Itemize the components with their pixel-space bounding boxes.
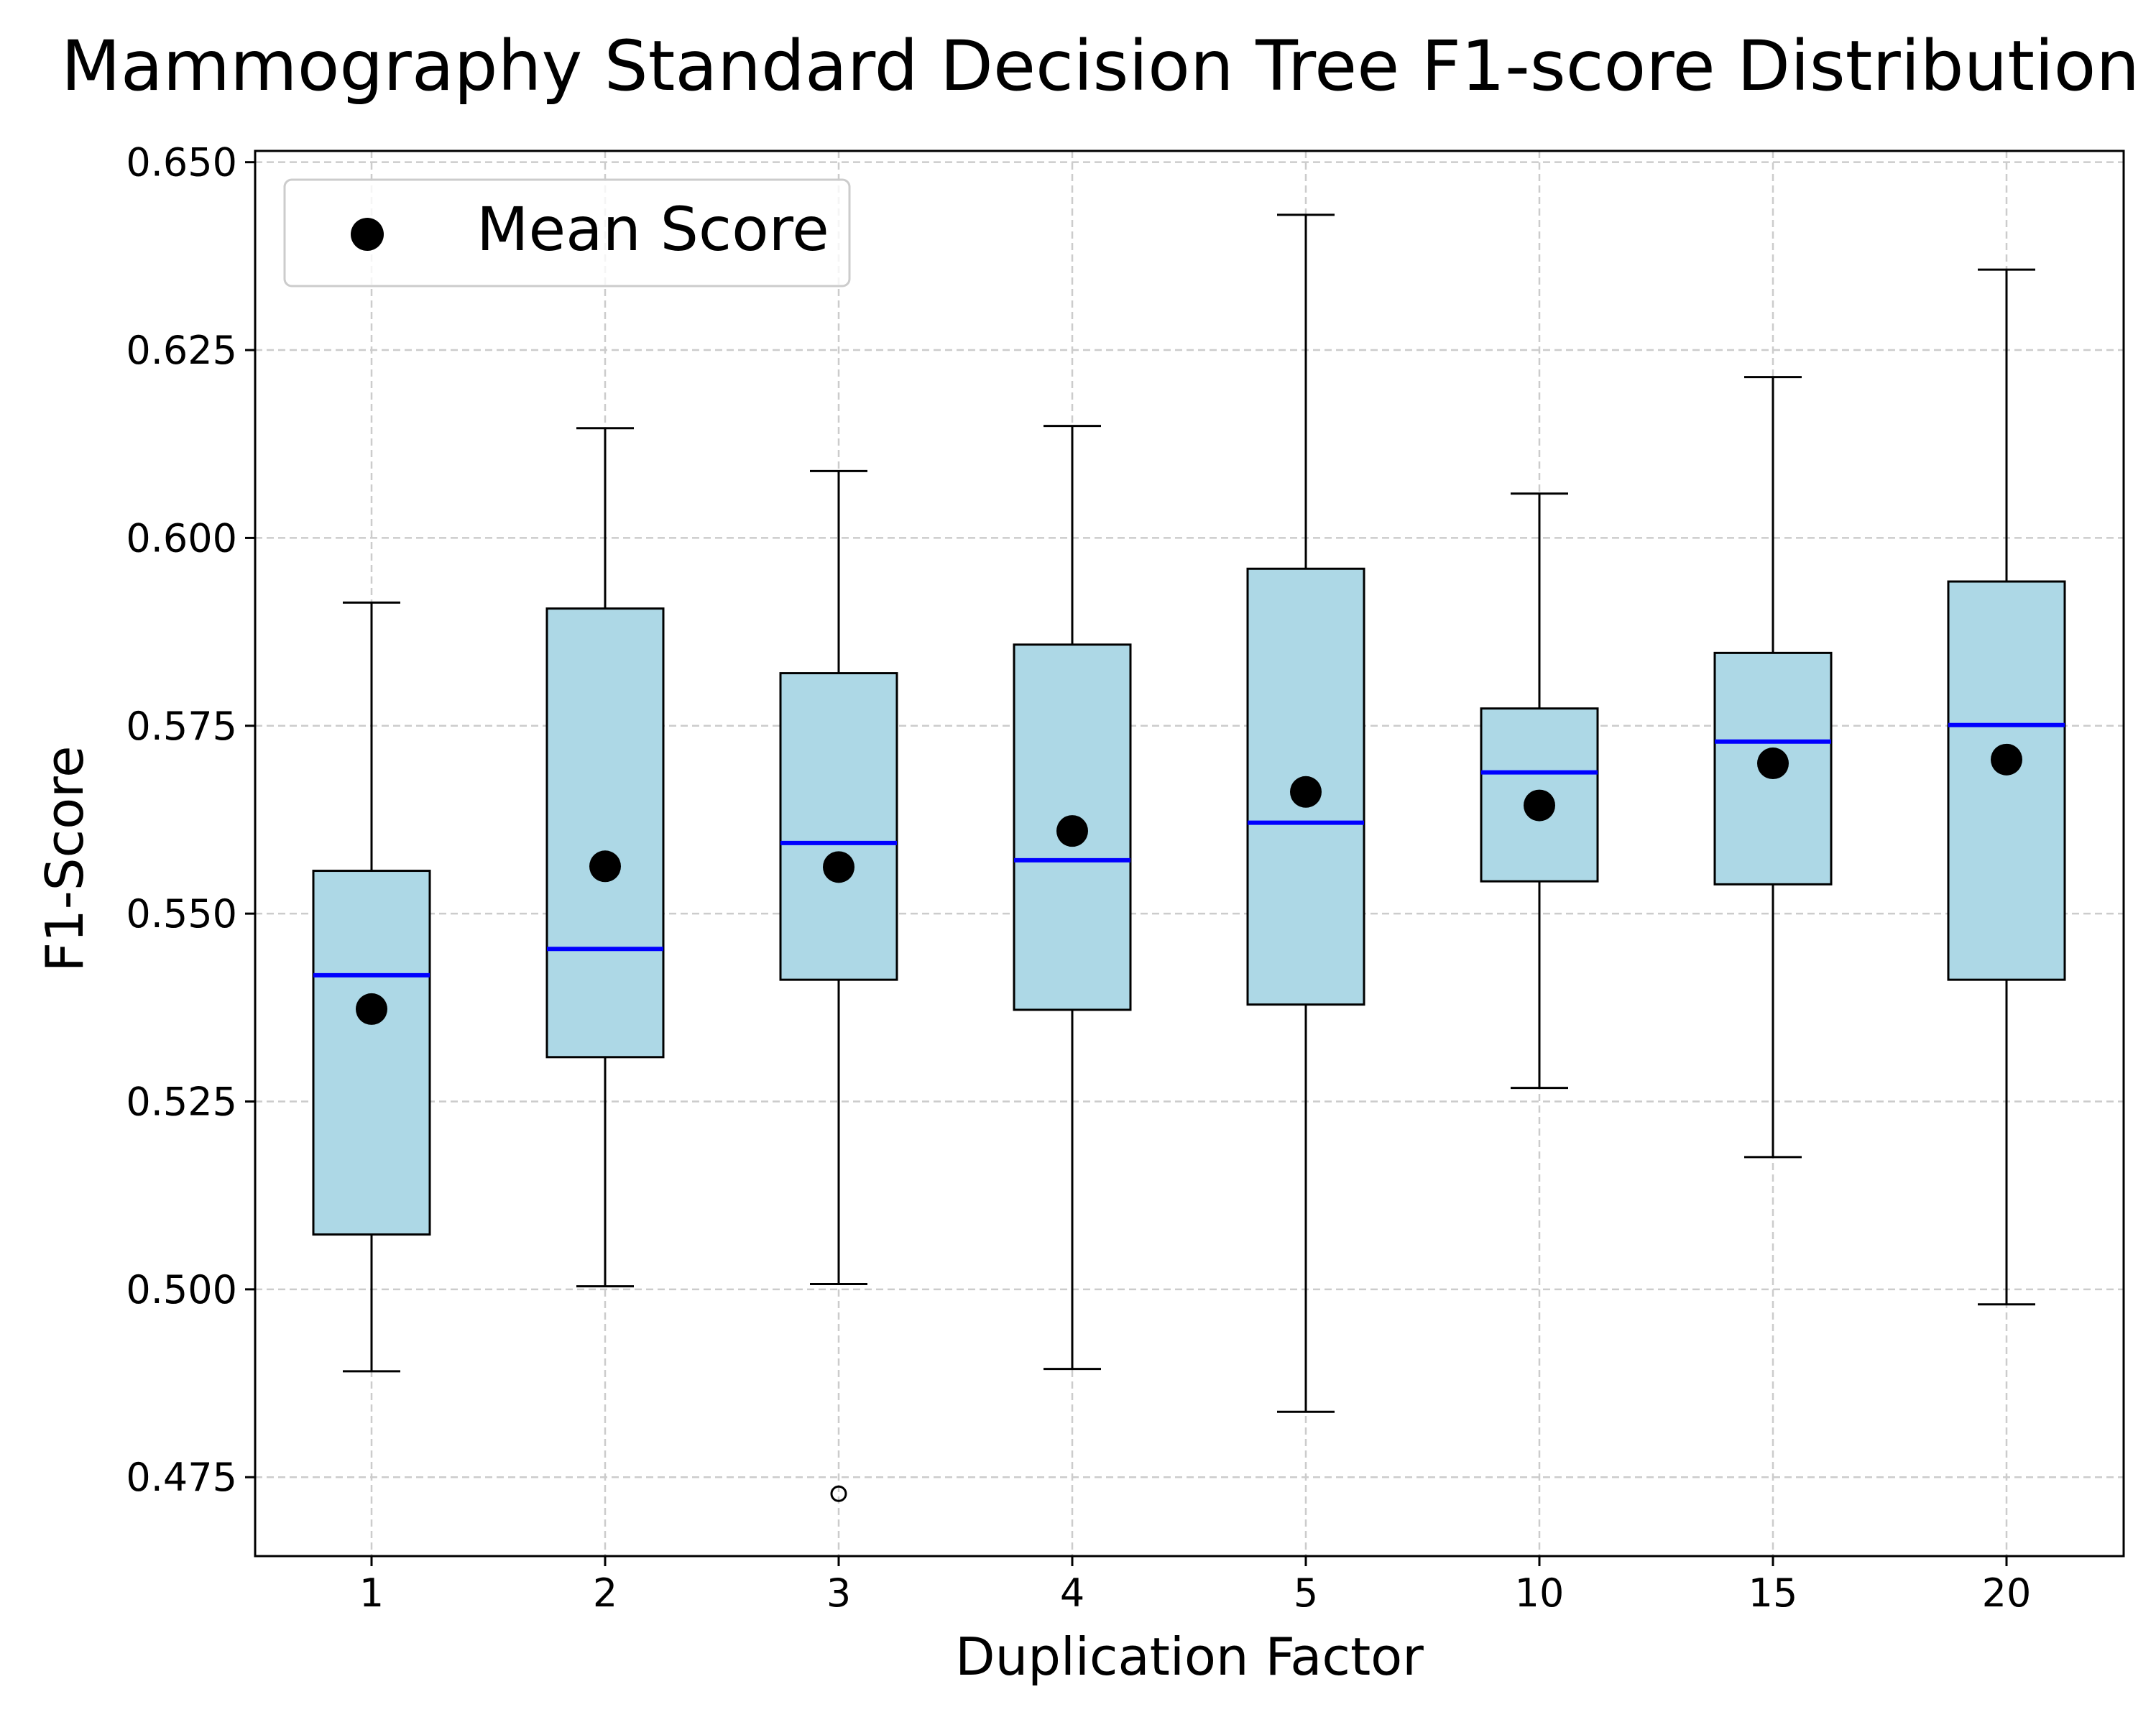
x-tick-label: 10 bbox=[1515, 1570, 1565, 1616]
box-group-3 bbox=[779, 469, 898, 1502]
legend-mean-marker bbox=[351, 218, 384, 251]
plot-frame bbox=[254, 150, 2125, 1558]
legend-frame bbox=[283, 178, 851, 288]
mean-marker bbox=[1290, 776, 1322, 808]
iqr-box bbox=[1246, 567, 1365, 1006]
x-tick-label: 1 bbox=[359, 1570, 384, 1616]
x-tick-label: 3 bbox=[826, 1570, 851, 1616]
box-group-1 bbox=[312, 601, 431, 1373]
box-group-15 bbox=[1713, 376, 1833, 1159]
box-group-20 bbox=[1947, 268, 2066, 1306]
y-tick-label: 0.575 bbox=[126, 704, 237, 749]
x-tick-label: 2 bbox=[593, 1570, 617, 1616]
iqr-box bbox=[1947, 580, 2066, 981]
y-tick-label: 0.650 bbox=[126, 140, 237, 185]
box-group-10 bbox=[1480, 492, 1599, 1090]
box-group-4 bbox=[1013, 425, 1132, 1371]
y-axis-label: F1-Score bbox=[34, 746, 95, 972]
y-tick-label: 0.525 bbox=[126, 1080, 237, 1125]
y-tick-label: 0.625 bbox=[126, 328, 237, 373]
chart-title: Mammography Standard Decision Tree F1-sc… bbox=[61, 26, 2139, 106]
y-axis-ticks: 0.475 0.500 0.525 0.550 0.575 0.600 0.625 0.650 bbox=[126, 140, 255, 1500]
x-axis-label: Duplication Factor bbox=[955, 1627, 1424, 1687]
x-tick-label: 15 bbox=[1749, 1570, 1798, 1616]
legend-label-mean: Mean Score bbox=[476, 194, 829, 264]
y-tick-label: 0.550 bbox=[126, 891, 237, 937]
mean-marker bbox=[356, 993, 387, 1025]
box-group-2 bbox=[545, 427, 665, 1288]
plot-background bbox=[255, 151, 2124, 1556]
mean-marker bbox=[1757, 748, 1789, 780]
outlier-point bbox=[830, 1485, 847, 1502]
box-series bbox=[312, 213, 2066, 1502]
y-tick-label: 0.500 bbox=[126, 1267, 237, 1312]
iqr-box bbox=[779, 672, 898, 981]
x-axis-ticks: 1 2 3 4 5 10 15 20 bbox=[359, 1556, 2032, 1616]
y-tick-label: 0.600 bbox=[126, 515, 237, 561]
legend: Mean Score bbox=[283, 178, 851, 288]
x-tick-label: 5 bbox=[1294, 1570, 1318, 1616]
mean-marker bbox=[1524, 789, 1555, 822]
box-group-5 bbox=[1246, 213, 1365, 1413]
mean-marker bbox=[1056, 815, 1088, 847]
plot-area: 0.475 0.500 0.525 0.550 0.575 0.600 0.625 0.650… bbox=[126, 140, 2125, 1616]
iqr-box bbox=[312, 870, 431, 1236]
x-tick-label: 20 bbox=[1982, 1570, 2032, 1616]
mean-marker bbox=[589, 850, 621, 883]
mean-marker bbox=[823, 851, 854, 883]
iqr-box bbox=[545, 607, 665, 1059]
x-tick-label: 4 bbox=[1060, 1570, 1084, 1616]
mean-marker bbox=[1991, 743, 2022, 776]
y-tick-label: 0.475 bbox=[126, 1455, 237, 1500]
